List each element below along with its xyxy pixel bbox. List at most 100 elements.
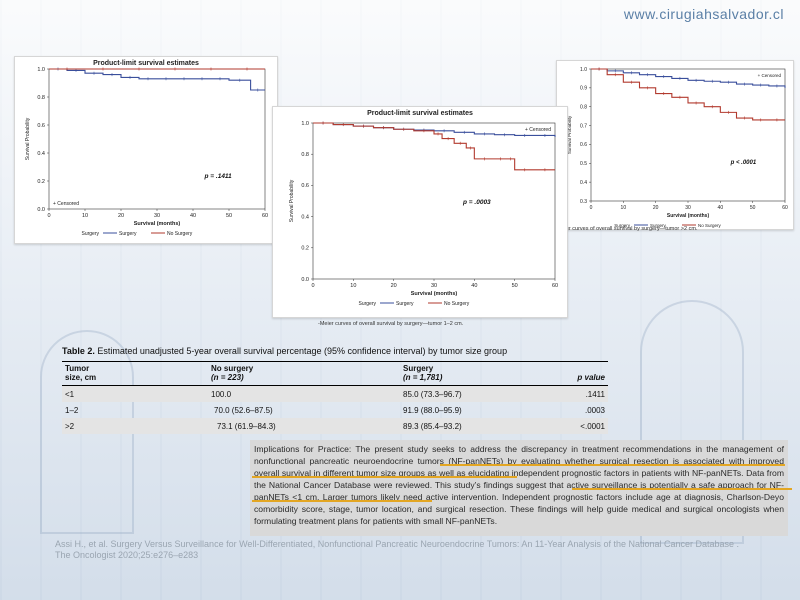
chart-caption: Meier curves of overall survival by surg… bbox=[557, 226, 698, 232]
y-tick-label: 0.2 bbox=[301, 246, 309, 252]
citation-reference: Assi H., et al. Surgery Versus Surveilla… bbox=[55, 539, 740, 560]
censored-legend: + Censored bbox=[525, 127, 551, 133]
y-axis-label: Survival Probability bbox=[567, 115, 572, 154]
km-series-no-surgery bbox=[591, 68, 785, 121]
cell-size: <1 bbox=[62, 385, 208, 402]
cell-p-value: .0003 bbox=[584, 405, 605, 415]
x-tick-label: 30 bbox=[431, 283, 437, 289]
y-tick-label: 0.4 bbox=[580, 180, 587, 186]
y-tick-label: 0.4 bbox=[37, 151, 45, 157]
km-plot-svg: 0 10 20 30 40 50 60 0.0 0.2 0.4 0.6 0.8 1.0 Survival … bbox=[289, 121, 558, 307]
x-tick-label: 10 bbox=[350, 283, 356, 289]
plot-frame bbox=[48, 68, 266, 210]
censored-legend: + Censored bbox=[53, 201, 79, 207]
y-axis-label: Survival Probability bbox=[25, 117, 31, 160]
km-chart-tumor-gt2: 0 10 20 30 40 50 60 0.3 0.4 0.5 0.6 0.7 0.8 0.9 1.0 Sur… bbox=[556, 60, 794, 230]
y-tick-label: 0.6 bbox=[301, 183, 309, 189]
y-tick-label: 0.0 bbox=[301, 277, 309, 283]
x-tick-label: 40 bbox=[471, 283, 477, 289]
chart-title: Product-limit survival estimates bbox=[367, 110, 473, 117]
y-tick-label: 0.8 bbox=[301, 152, 309, 158]
x-tick-label: 40 bbox=[718, 205, 724, 211]
y-axis-label: Survival Probability bbox=[289, 179, 295, 222]
x-tick-label: 0 bbox=[47, 213, 50, 219]
x-axis-label: Survival (months) bbox=[411, 291, 458, 297]
legend-label: Surgery bbox=[119, 231, 137, 237]
km-plot-svg: 0 10 20 30 40 50 60 0.3 0.4 0.5 0.6 0.7 0.8 0.9 1.0 Sur… bbox=[567, 67, 788, 228]
table: Tumor size, cm No surgery (n = 223) Surger… bbox=[62, 361, 608, 434]
km-plot-svg: 0 10 20 30 40 50 60 0.0 0.2 0.4 0.6 0.8 1.0 Survival … bbox=[25, 67, 268, 237]
background-arch bbox=[640, 300, 744, 544]
highlight-underline bbox=[572, 488, 792, 490]
plot-frame bbox=[590, 68, 786, 202]
cell-p-value: <.0001 bbox=[566, 418, 608, 434]
legend-label: Surgery bbox=[358, 301, 376, 307]
cell-p-value: .1411 bbox=[566, 385, 608, 402]
x-tick-label: 10 bbox=[621, 205, 627, 211]
legend-label: No Surgery bbox=[698, 223, 722, 228]
km-series-surgery bbox=[49, 68, 265, 91]
y-tick-label: 0.0 bbox=[37, 207, 45, 213]
cell-surgery: 85.0 (73.3–96.7) bbox=[400, 385, 566, 402]
survival-table: Table 2. Estimated unadjusted 5-year ove… bbox=[62, 346, 608, 434]
x-axis-label: Survival (months) bbox=[667, 213, 710, 219]
cell-no-surgery: 73.1 (61.9–84.3) bbox=[208, 418, 400, 434]
x-tick-label: 0 bbox=[590, 205, 593, 211]
highlight-underline bbox=[252, 476, 517, 478]
p-value-annotation: p = .1411 bbox=[204, 173, 233, 180]
x-tick-label: 40 bbox=[190, 213, 196, 219]
censored-legend: + Censored bbox=[758, 73, 782, 78]
col-p-value: p value bbox=[566, 361, 608, 386]
y-tick-label: 0.2 bbox=[37, 179, 45, 185]
col-surgery: Surgery (n = 1,781) bbox=[400, 361, 566, 386]
legend-label: Surgery bbox=[396, 301, 414, 307]
y-tick-label: 0.7 bbox=[580, 123, 587, 129]
col-no-surgery: No surgery (n = 223) bbox=[208, 361, 400, 386]
legend-label: Surgery bbox=[81, 231, 99, 237]
chart-caption: -Meier curves of overall survival by sur… bbox=[318, 321, 464, 327]
x-axis-label: Survival (months) bbox=[134, 221, 181, 227]
implications-box: Implications for Practice: The present s… bbox=[250, 440, 788, 536]
cell-surgery: 89.3 (85.4–93.2) bbox=[400, 418, 566, 434]
x-tick-label: 60 bbox=[262, 213, 268, 219]
y-tick-label: 0.3 bbox=[580, 199, 587, 205]
p-value-annotation: p < .0001 bbox=[730, 160, 757, 166]
table-header-row: Tumor size, cm No surgery (n = 223) Surger… bbox=[62, 361, 608, 386]
site-url[interactable]: www.cirugiahsalvador.cl bbox=[623, 6, 784, 22]
x-tick-label: 60 bbox=[552, 283, 558, 289]
legend-label: No Surgery bbox=[167, 231, 193, 237]
km-chart-tumor-1-2: Product-limit survival estimates 0 10 20 30… bbox=[272, 106, 568, 318]
y-tick-label: 0.8 bbox=[37, 95, 45, 101]
x-tick-label: 20 bbox=[118, 213, 124, 219]
x-tick-label: 20 bbox=[391, 283, 397, 289]
y-tick-label: 0.5 bbox=[580, 161, 587, 167]
legend-label: No Surgery bbox=[444, 301, 470, 307]
y-tick-label: 1.0 bbox=[580, 67, 587, 73]
x-tick-label: 50 bbox=[512, 283, 518, 289]
x-tick-label: 30 bbox=[685, 205, 691, 211]
chart-title: Product-limit survival estimates bbox=[93, 60, 199, 67]
cell-surgery: 91.9 (88.0–95.9) bbox=[403, 405, 462, 415]
table-row: >2 73.1 (61.9–84.3) 89.3 (85.4–93.2) <.0… bbox=[62, 418, 608, 434]
km-series-surgery bbox=[591, 68, 786, 88]
y-tick-label: 0.6 bbox=[37, 123, 45, 129]
cell-size: >2 bbox=[62, 418, 208, 434]
col-tumor-size: Tumor size, cm bbox=[62, 361, 208, 386]
cell-size: 1–2 bbox=[65, 405, 79, 415]
table-row: 1–2 70.0 (52.6–87.5) 91.9 (88.0–95.9) .0… bbox=[62, 402, 608, 418]
legend-label: Surgery bbox=[614, 223, 631, 228]
cell-no-surgery: 70.0 (52.6–87.5) bbox=[214, 405, 273, 415]
table-row: <1 100.0 85.0 (73.3–96.7) .1411 bbox=[62, 385, 608, 402]
y-tick-label: 0.4 bbox=[301, 214, 309, 220]
y-tick-label: 1.0 bbox=[301, 121, 309, 127]
y-tick-label: 1.0 bbox=[37, 67, 45, 73]
plot-frame bbox=[312, 122, 556, 280]
legend-label: Surgery bbox=[650, 223, 667, 228]
table-title: Table 2. Estimated unadjusted 5-year ove… bbox=[62, 346, 508, 356]
x-tick-label: 10 bbox=[82, 213, 88, 219]
x-tick-label: 60 bbox=[782, 205, 788, 211]
y-tick-label: 0.9 bbox=[580, 86, 587, 92]
highlight-underline bbox=[440, 464, 785, 466]
y-tick-label: 0.6 bbox=[580, 142, 587, 148]
x-tick-label: 0 bbox=[311, 283, 314, 289]
